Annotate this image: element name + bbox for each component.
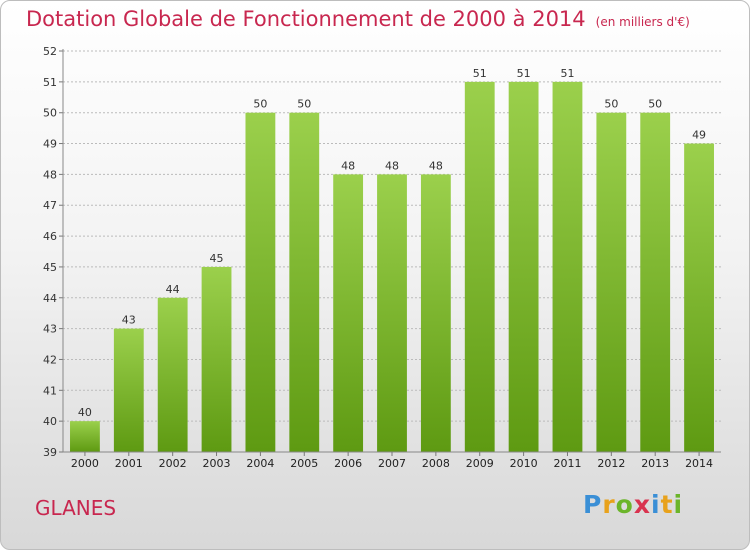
y-tick-label: 45 <box>43 261 57 274</box>
x-tick-label: 2011 <box>553 457 581 470</box>
chart-title-text: Dotation Globale de Fonctionnement de 20… <box>26 7 586 31</box>
bar-value-label: 44 <box>166 283 180 296</box>
x-tick-label: 2002 <box>159 457 187 470</box>
chart-title: Dotation Globale de Fonctionnement de 20… <box>26 7 690 31</box>
x-tick-label: 2009 <box>466 457 494 470</box>
bar-value-label: 48 <box>385 159 399 172</box>
y-tick-label: 44 <box>43 292 57 305</box>
y-tick-label: 39 <box>43 446 57 459</box>
y-tick-label: 42 <box>43 353 57 366</box>
y-tick-label: 47 <box>43 199 57 212</box>
y-tick-label: 48 <box>43 168 57 181</box>
logo-letter: x <box>633 490 651 519</box>
bar-value-label: 40 <box>78 406 92 419</box>
commune-name: GLANES <box>35 496 117 520</box>
bar <box>640 112 671 452</box>
logo-letter: o <box>615 490 634 519</box>
bar-value-label: 51 <box>473 67 487 80</box>
x-tick-label: 2014 <box>685 457 713 470</box>
y-tick-label: 40 <box>43 415 57 428</box>
chart-unit-text: (en milliers d'€) <box>595 15 690 29</box>
y-tick-label: 46 <box>43 230 57 243</box>
proxiti-logo: Proxiti <box>583 490 683 519</box>
bar <box>157 297 188 452</box>
logo-letter: P <box>583 490 603 519</box>
bar-value-label: 50 <box>253 98 267 111</box>
bar <box>70 421 100 452</box>
y-tick-label: 52 <box>43 45 57 58</box>
y-tick-label: 43 <box>43 323 57 336</box>
x-tick-label: 2000 <box>71 457 99 470</box>
bar-value-label: 51 <box>560 67 574 80</box>
bar <box>377 174 407 452</box>
x-tick-label: 2001 <box>115 457 143 470</box>
x-tick-label: 2003 <box>203 457 231 470</box>
bar-value-label: 45 <box>210 252 224 265</box>
bar-value-label: 43 <box>122 314 136 327</box>
x-tick-label: 2005 <box>290 457 318 470</box>
bar <box>464 81 495 452</box>
axis-layer: 39 40 41 42 43 44 45 46 47 48 49 50 51 52 2000 2001 2002… <box>43 45 721 470</box>
bar <box>552 81 583 452</box>
bar <box>201 266 232 452</box>
logo-letter: i <box>673 490 684 519</box>
bar <box>245 112 276 452</box>
bar <box>289 112 320 452</box>
bar-value-label: 51 <box>517 67 531 80</box>
bar-value-label: 50 <box>297 98 311 111</box>
bar-value-label: 49 <box>692 129 706 142</box>
bar-value-label: 48 <box>341 159 355 172</box>
y-tick-label: 41 <box>43 384 57 397</box>
bar-value-label: 50 <box>604 98 618 111</box>
bar-value-label: 50 <box>648 98 662 111</box>
logo-letter: i <box>651 490 661 519</box>
bar <box>113 328 144 452</box>
y-tick-label: 49 <box>43 138 57 151</box>
bar <box>420 174 451 452</box>
logo-letter: t <box>660 490 674 519</box>
bar <box>684 143 714 453</box>
x-tick-label: 2013 <box>641 457 669 470</box>
x-tick-label: 2010 <box>510 457 538 470</box>
x-tick-label: 2006 <box>334 457 362 470</box>
logo-letter: r <box>602 490 616 519</box>
bar-value-label: 48 <box>429 159 443 172</box>
bar <box>596 112 627 452</box>
x-tick-label: 2004 <box>246 457 274 470</box>
bar-layer: 40 43 44 45 50 50 48 48 48 51 51 51 50 50 49 <box>70 67 714 453</box>
x-tick-label: 2008 <box>422 457 450 470</box>
y-tick-label: 51 <box>43 76 57 89</box>
x-tick-label: 2007 <box>378 457 406 470</box>
y-tick-label: 50 <box>43 107 57 120</box>
bar <box>508 81 539 452</box>
x-tick-label: 2012 <box>597 457 625 470</box>
bar <box>333 174 364 452</box>
